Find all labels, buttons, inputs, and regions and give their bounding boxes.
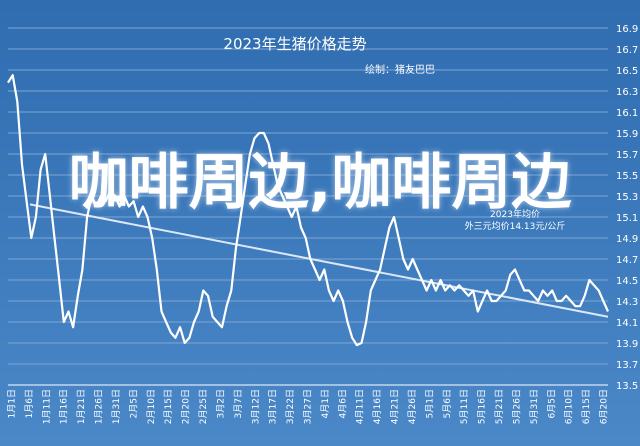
- x-tick-label: 5月1日: [424, 389, 435, 418]
- x-tick-label: 6月5日: [546, 389, 557, 418]
- x-tick-label: 1月1日: [7, 389, 18, 418]
- x-tick-label: 5月16日: [477, 389, 488, 424]
- y-tick-label: 15.1: [616, 213, 638, 224]
- y-tick-label: 14.5: [616, 276, 638, 287]
- y-tick-label: 13.7: [616, 360, 638, 371]
- x-tick-label: 2月20日: [181, 389, 192, 424]
- x-tick-label: 5月31日: [529, 389, 540, 424]
- x-tick-label: 6月10日: [564, 389, 575, 424]
- y-tick-label: 16.3: [616, 87, 638, 98]
- y-tick-label: 14.1: [616, 318, 638, 329]
- y-tick-label: 14.3: [616, 297, 638, 308]
- chart-title: 2023年生猪价格走势: [223, 35, 366, 53]
- x-tick-label: 2月15日: [163, 389, 174, 424]
- y-tick-label: 14.7: [616, 255, 638, 266]
- x-tick-label: 3月22日: [285, 389, 296, 424]
- y-tick-label: 14.9: [616, 234, 638, 245]
- x-tick-label: 1月11日: [41, 389, 52, 424]
- x-tick-label: 5月6日: [442, 389, 453, 418]
- x-tick-label: 1月6日: [24, 389, 35, 418]
- x-tick-label: 2月5日: [128, 389, 139, 418]
- y-tick-label: 16.9: [616, 24, 638, 35]
- x-tick-label: 4月16日: [372, 389, 383, 424]
- y-tick-label: 13.5: [616, 381, 638, 392]
- x-tick-label: 6月15日: [581, 389, 592, 424]
- chart-subtitle: 绘制：猪友巴巴: [365, 63, 435, 76]
- x-tick-label: 1月16日: [59, 389, 70, 424]
- y-tick-label: 15.3: [616, 192, 638, 203]
- y-tick-label: 16.7: [616, 45, 638, 56]
- watermark-text: 咖啡周边,咖啡周边: [68, 148, 572, 218]
- y-tick-label: 15.7: [616, 150, 638, 161]
- x-tick-label: 3月27日: [303, 389, 314, 424]
- x-tick-label: 5月26日: [511, 389, 522, 424]
- x-tick-label: 3月2日: [215, 389, 226, 418]
- y-tick-label: 13.9: [616, 339, 638, 350]
- trend-line: [29, 203, 609, 318]
- x-tick-label: 1月21日: [76, 389, 87, 424]
- annotation-line-2: 外三元均价14.13元/公斤: [465, 220, 566, 232]
- x-tick-label: 2月25日: [198, 389, 209, 424]
- y-tick-label: 16.1: [616, 108, 638, 119]
- x-tick-label: 6月20日: [599, 389, 610, 424]
- y-tick-label: 15.9: [616, 129, 638, 140]
- x-tick-label: 4月1日: [320, 389, 331, 418]
- x-tick-label: 4月26日: [407, 389, 418, 424]
- y-tick-label: 16.5: [616, 66, 638, 77]
- x-tick-label: 4月6日: [337, 389, 348, 418]
- x-tick-label: 5月11日: [459, 389, 470, 424]
- x-tick-label: 3月12日: [250, 389, 261, 424]
- x-tick-label: 5月21日: [494, 389, 505, 424]
- x-tick-label: 4月11日: [355, 389, 366, 424]
- annotation-line-1: 2023年均价: [490, 208, 540, 220]
- y-tick-label: 15.5: [616, 171, 638, 182]
- x-tick-label: 1月26日: [94, 389, 105, 424]
- x-tick-label: 4月21日: [390, 389, 401, 424]
- x-tick-label: 3月17日: [268, 389, 279, 424]
- price-series-line: [7, 74, 610, 347]
- x-tick-label: 1月31日: [111, 389, 122, 424]
- x-tick-label: 2月10日: [146, 389, 157, 424]
- x-tick-label: 3月7日: [233, 389, 244, 418]
